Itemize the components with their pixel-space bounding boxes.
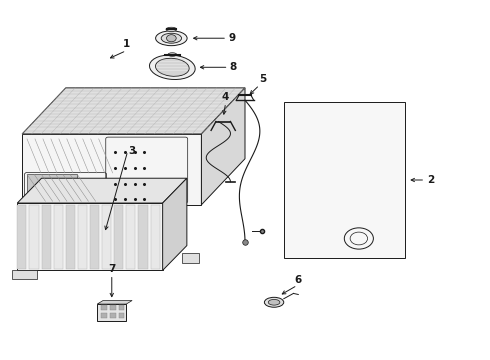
Ellipse shape	[265, 297, 284, 307]
Text: 8: 8	[229, 62, 237, 72]
Polygon shape	[53, 205, 63, 269]
Polygon shape	[22, 134, 201, 205]
Polygon shape	[119, 312, 124, 318]
Text: 7: 7	[108, 264, 116, 274]
Polygon shape	[110, 312, 116, 318]
Polygon shape	[12, 270, 37, 279]
Polygon shape	[119, 305, 124, 310]
Polygon shape	[101, 305, 107, 310]
Polygon shape	[17, 203, 163, 270]
Polygon shape	[97, 301, 132, 304]
Circle shape	[167, 35, 176, 42]
Polygon shape	[101, 312, 107, 318]
Polygon shape	[42, 205, 50, 269]
Text: 6: 6	[294, 275, 302, 284]
Polygon shape	[97, 304, 126, 321]
Polygon shape	[284, 102, 405, 258]
Polygon shape	[163, 178, 187, 270]
Polygon shape	[138, 205, 147, 269]
Ellipse shape	[161, 33, 181, 43]
Polygon shape	[66, 205, 75, 269]
Ellipse shape	[166, 27, 177, 31]
Polygon shape	[114, 205, 123, 269]
Polygon shape	[150, 205, 160, 269]
Polygon shape	[78, 205, 87, 269]
Polygon shape	[102, 205, 111, 269]
Ellipse shape	[268, 300, 280, 305]
Ellipse shape	[156, 31, 187, 46]
Text: 5: 5	[259, 74, 266, 84]
Text: 3: 3	[129, 146, 136, 156]
Polygon shape	[126, 205, 135, 269]
Polygon shape	[22, 88, 245, 134]
Polygon shape	[90, 205, 99, 269]
Polygon shape	[17, 205, 26, 269]
Ellipse shape	[168, 53, 177, 56]
Polygon shape	[29, 205, 39, 269]
Polygon shape	[17, 178, 187, 203]
Polygon shape	[110, 305, 116, 310]
Text: 9: 9	[228, 32, 235, 42]
Text: 1: 1	[122, 39, 130, 49]
Polygon shape	[201, 88, 245, 205]
Ellipse shape	[149, 55, 195, 80]
Text: 4: 4	[222, 92, 229, 102]
Ellipse shape	[155, 58, 189, 76]
Text: 2: 2	[427, 175, 434, 185]
Polygon shape	[27, 174, 77, 201]
Polygon shape	[182, 253, 199, 263]
